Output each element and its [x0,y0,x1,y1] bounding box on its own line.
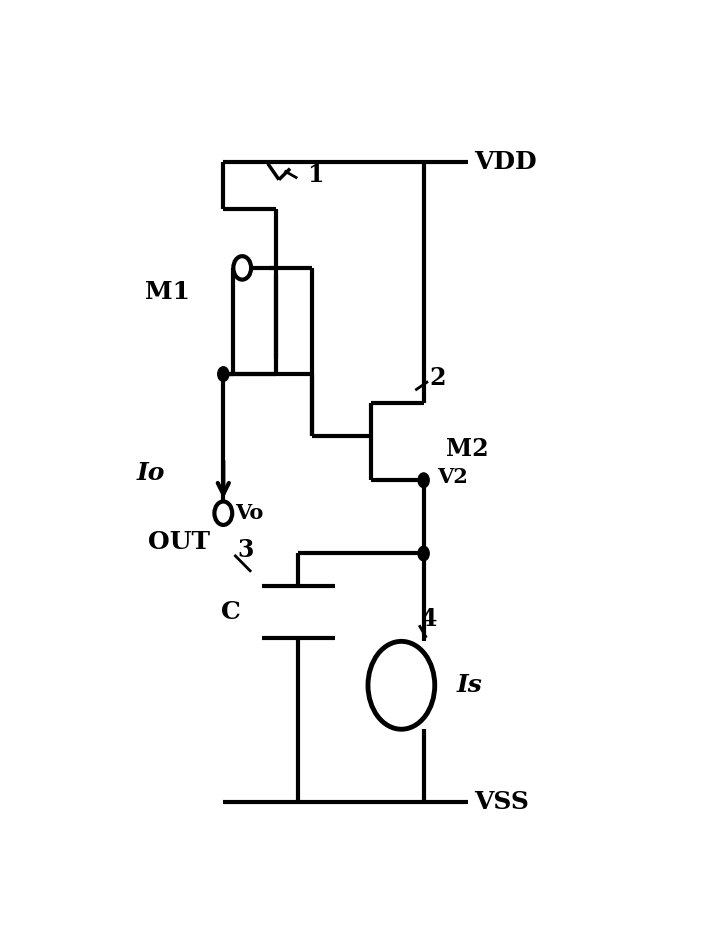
Circle shape [368,641,435,729]
Text: 3: 3 [237,538,253,562]
Text: M1: M1 [145,280,190,303]
Text: Is: Is [457,673,483,697]
Circle shape [418,546,429,561]
Text: OUT: OUT [148,531,210,554]
Text: Vo: Vo [236,503,264,523]
Text: 4: 4 [421,608,437,631]
Circle shape [218,367,229,381]
Text: 1: 1 [307,163,323,186]
Circle shape [418,473,429,488]
Text: M2: M2 [446,437,488,461]
Text: V2: V2 [437,467,468,487]
Text: 2: 2 [429,366,446,390]
Text: VDD: VDD [474,149,536,174]
Text: C: C [220,600,241,624]
Text: Io: Io [137,461,165,485]
Circle shape [215,501,232,525]
Circle shape [233,256,251,280]
Text: VSS: VSS [474,790,528,814]
